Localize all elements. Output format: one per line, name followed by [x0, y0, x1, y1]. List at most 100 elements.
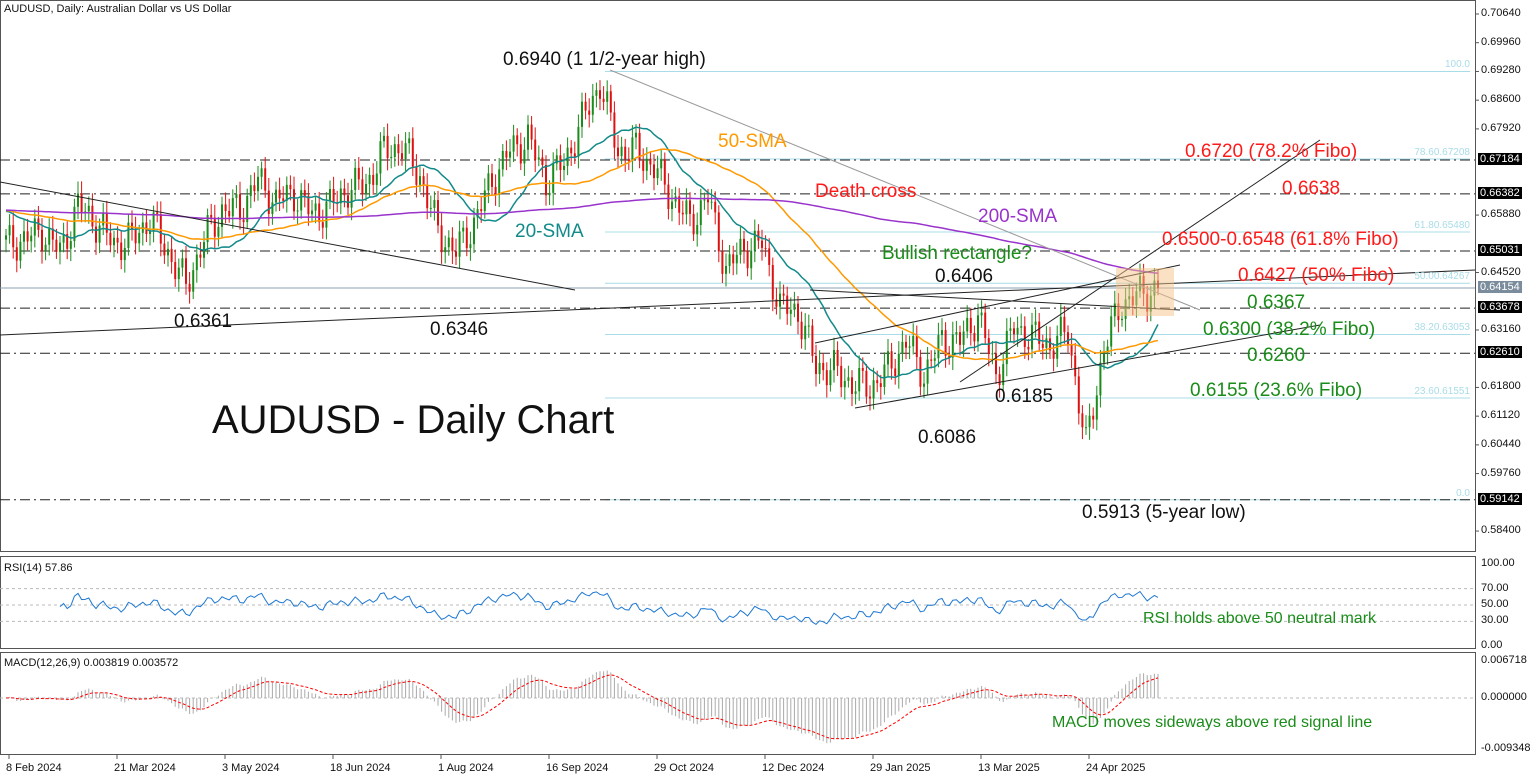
- candle-body: [372, 174, 375, 185]
- candle-body: [933, 358, 936, 361]
- candle-body: [260, 168, 263, 177]
- candle-body: [822, 362, 825, 371]
- candle-body: [350, 190, 353, 208]
- candle-body: [1103, 352, 1105, 363]
- chart-heading: AUDUSD - Daily Chart: [212, 398, 615, 442]
- candle-body: [390, 156, 393, 159]
- candle-body: [487, 173, 490, 191]
- macd-tick-label: 0.000000: [1481, 691, 1527, 703]
- candle-body: [131, 222, 133, 229]
- date-tick-label: 21 Mar 2024: [114, 762, 176, 774]
- candle-body: [573, 153, 576, 157]
- candle-body: [566, 147, 569, 166]
- candle-body: [509, 151, 511, 158]
- candle-body: [1110, 316, 1113, 347]
- candle-body: [365, 184, 367, 195]
- candle-body: [627, 159, 630, 162]
- candle-body: [228, 211, 231, 217]
- candle-body: [829, 370, 832, 386]
- candle-body: [746, 250, 749, 269]
- candle-body: [577, 126, 580, 157]
- candle-body: [656, 168, 659, 179]
- candle-body: [1059, 316, 1062, 336]
- candle-body: [980, 312, 983, 316]
- candle-body: [26, 231, 29, 242]
- label-fibo-786: 0.6720 (78.2% Fibo): [1185, 141, 1358, 162]
- candle-body: [69, 241, 72, 249]
- candle-body: [440, 225, 443, 253]
- candle-body: [249, 185, 252, 196]
- candle-body: [804, 325, 807, 340]
- candle-body: [786, 295, 789, 314]
- candle-body: [465, 227, 468, 249]
- candle-body: [253, 185, 256, 192]
- candle-body: [30, 235, 33, 242]
- sma-line-50: [5, 148, 1159, 361]
- candle-body: [890, 351, 893, 369]
- candle-body: [33, 218, 36, 236]
- candle-body: [793, 303, 796, 310]
- candle-body: [1106, 346, 1109, 353]
- candle-body: [1074, 355, 1077, 377]
- candle-body: [235, 194, 238, 199]
- candle-body: [699, 200, 702, 226]
- candle-body: [5, 235, 7, 240]
- candle-body: [404, 143, 407, 159]
- candle-body: [653, 164, 655, 179]
- candle-body: [1063, 316, 1066, 333]
- candle-body: [303, 190, 306, 196]
- candle-body: [357, 167, 360, 180]
- candle-body: [595, 90, 598, 96]
- candle-body: [170, 248, 173, 262]
- candle-body: [1081, 413, 1084, 428]
- fibo-label: 61.80.65480: [1414, 219, 1470, 231]
- candle-body: [80, 193, 83, 213]
- candle-body: [271, 202, 274, 214]
- candle-body: [296, 210, 299, 212]
- chart-title: AUDUSD, Daily: Australian Dollar vs US D…: [4, 3, 232, 15]
- candle-body: [451, 237, 454, 252]
- candle-body: [635, 132, 637, 138]
- candle-body: [807, 325, 810, 327]
- date-tick-label: 18 Jun 2024: [330, 762, 391, 774]
- candle-body: [588, 110, 591, 115]
- candle-body: [1045, 338, 1048, 348]
- candle-body: [1002, 364, 1005, 386]
- rsi-tick-label: 30.00: [1481, 614, 1509, 627]
- candle-body: [516, 135, 519, 145]
- candle-body: [325, 201, 328, 228]
- date-tick-label: 1 Aug 2024: [438, 762, 494, 774]
- candle-body: [231, 198, 234, 217]
- candle-body: [48, 228, 51, 245]
- candle-body: [311, 210, 313, 215]
- candle-body: [861, 368, 864, 371]
- candle-body: [815, 355, 817, 375]
- candle-body: [55, 239, 58, 252]
- candle-body: [638, 132, 641, 161]
- candle-body: [530, 124, 533, 140]
- candle-body: [429, 207, 432, 209]
- candle-body: [473, 217, 475, 245]
- candle-body: [66, 234, 69, 249]
- candle-body: [480, 209, 483, 212]
- candle-body: [696, 225, 699, 235]
- candle-body: [264, 168, 267, 191]
- candle-body: [1013, 328, 1015, 335]
- candle-body: [282, 198, 285, 201]
- candle-body: [1070, 344, 1073, 356]
- level-tag: 0.65031: [1478, 243, 1522, 256]
- candle-body: [494, 186, 497, 196]
- candle-body: [498, 169, 501, 196]
- candle-body: [1023, 326, 1026, 347]
- candle-body: [329, 189, 331, 202]
- sma-line-200: [5, 197, 1159, 274]
- label-6406: 0.6406: [935, 266, 994, 287]
- price-tick-label: 0.69960: [1481, 35, 1521, 48]
- candle-body: [1041, 343, 1044, 348]
- candle-body: [469, 244, 472, 249]
- candle-body: [660, 159, 663, 169]
- candle-body: [771, 265, 774, 300]
- candle-body: [854, 391, 857, 394]
- candle-body: [789, 309, 792, 314]
